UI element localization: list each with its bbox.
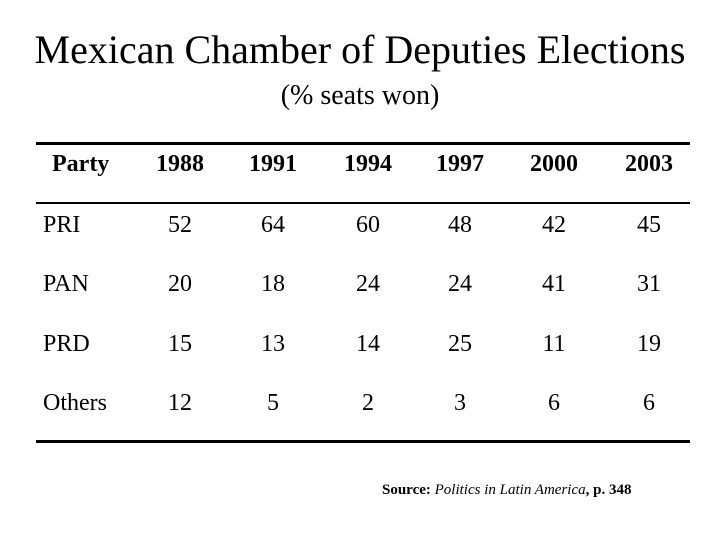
header-year-1997: 1997 xyxy=(436,151,484,177)
cell-prd-1991: 13 xyxy=(261,331,285,357)
bottom-rule xyxy=(36,440,690,443)
cell-others-2003: 6 xyxy=(643,390,655,416)
header-year-1994: 1994 xyxy=(344,151,392,177)
table-subtitle: (% seats won) xyxy=(280,80,440,111)
cell-pan-1991: 18 xyxy=(261,271,285,297)
source-citation: Source: Politics in Latin America, p. 34… xyxy=(382,480,631,500)
header-year-2003: 2003 xyxy=(625,151,673,177)
cell-others-1988: 12 xyxy=(168,390,192,416)
cell-prd-1997: 25 xyxy=(448,331,472,357)
row-label-pan: PAN xyxy=(43,271,89,297)
cell-others-1994: 2 xyxy=(362,390,374,416)
cell-prd-2000: 11 xyxy=(542,331,566,357)
cell-prd-2003: 19 xyxy=(637,331,661,357)
source-label: Source: xyxy=(382,482,431,498)
cell-prd-1988: 15 xyxy=(168,331,192,357)
cell-pan-2000: 41 xyxy=(542,271,566,297)
source-page: , p. 348 xyxy=(585,482,632,498)
header-party: Party xyxy=(52,151,110,177)
header-year-2000: 2000 xyxy=(530,151,578,177)
cell-others-1991: 5 xyxy=(267,390,279,416)
header-year-1988: 1988 xyxy=(156,151,204,177)
cell-pan-1988: 20 xyxy=(168,271,192,297)
cell-others-1997: 3 xyxy=(454,390,466,416)
cell-pri-2003: 45 xyxy=(637,212,661,238)
cell-pri-2000: 42 xyxy=(542,212,566,238)
row-label-prd: PRD xyxy=(43,331,90,357)
cell-pan-2003: 31 xyxy=(637,271,661,297)
header-year-1991: 1991 xyxy=(249,151,297,177)
cell-pri-1988: 52 xyxy=(168,212,192,238)
header-rule xyxy=(36,202,690,204)
cell-pri-1997: 48 xyxy=(448,212,472,238)
top-rule xyxy=(36,142,690,145)
row-label-pri: PRI xyxy=(43,212,81,238)
cell-pri-1994: 60 xyxy=(356,212,380,238)
cell-pri-1991: 64 xyxy=(261,212,285,238)
table-title: Mexican Chamber of Deputies Elections xyxy=(34,27,686,72)
cell-pan-1997: 24 xyxy=(448,271,472,297)
cell-others-2000: 6 xyxy=(548,390,560,416)
cell-pan-1994: 24 xyxy=(356,271,380,297)
cell-prd-1994: 14 xyxy=(356,331,380,357)
row-label-others: Others xyxy=(43,390,107,416)
source-work: Politics in Latin America xyxy=(434,482,586,498)
